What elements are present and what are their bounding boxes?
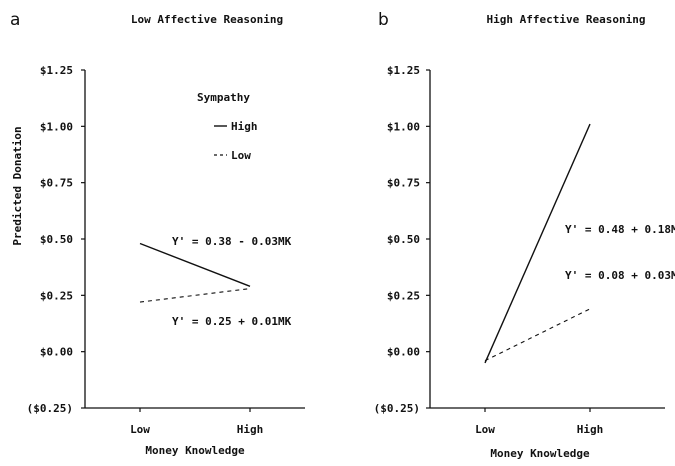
panel-a-letter: a [10, 10, 20, 30]
panel-a-axes: $1.25 $1.00 $0.75 $0.50 $0.25 $0.00 ($0.25) Low… [27, 64, 305, 436]
panel-a-y-tick-label: $0.00 [40, 346, 73, 359]
panel-b-equation-high: Y' = 0.48 + 0.18MK [565, 223, 675, 236]
panel-b-y-tick-label: $0.25 [387, 289, 420, 302]
panel-b-y-tick-label: $0.00 [387, 346, 420, 359]
panel-a-y-tick-label: ($0.25) [27, 402, 73, 415]
panel-b-axes: $1.25 $1.00 $0.75 $0.50 $0.25 $0.00 ($0.25) Low… [374, 64, 665, 436]
panel-b-series-low-line [484, 308, 591, 362]
panel-a-series-high-line [139, 242, 251, 287]
panel-b-lines [484, 123, 591, 364]
panel-a: a Low Affective Reasoning Predicted Dona… [10, 10, 305, 457]
panel-a-title: Low Affective Reasoning [131, 13, 283, 26]
panel-a-x-tick-label: High [237, 423, 264, 436]
panel-b-x-axis-label: Money Knowledge [490, 447, 590, 460]
panel-b-series-high-line [484, 123, 591, 364]
panel-b: b High Affective Reasoning Money Knowled… [374, 10, 675, 460]
panel-a-x-tick-label: Low [130, 423, 150, 436]
panel-a-y-tick-label: $0.75 [40, 177, 73, 190]
panel-b-equation-low: Y' = 0.08 + 0.03MK [565, 269, 675, 282]
panel-a-y-tick-label: $0.50 [40, 233, 73, 246]
panel-a-y-axis-label: Predicted Donation [11, 126, 24, 245]
panel-b-y-tick-label: $0.75 [387, 177, 420, 190]
panel-b-y-tick-label: $1.00 [387, 120, 420, 133]
panel-a-x-axis-label: Money Knowledge [145, 444, 245, 457]
panel-a-series-low-line [139, 288, 251, 303]
panel-a-equation-high: Y' = 0.38 - 0.03MK [172, 235, 292, 248]
legend-high-label: High [231, 120, 258, 133]
panel-b-x-tick-label: Low [475, 423, 495, 436]
legend-title: Sympathy [197, 91, 250, 104]
panel-a-y-tick-label: $0.25 [40, 289, 73, 302]
panel-a-equation-low: Y' = 0.25 + 0.01MK [172, 315, 292, 328]
panel-b-title: High Affective Reasoning [487, 13, 646, 26]
panel-b-y-tick-label: ($0.25) [374, 402, 420, 415]
panel-a-lines [139, 242, 251, 303]
panel-a-y-tick-label: $1.25 [40, 64, 73, 77]
panel-b-x-tick-label: High [577, 423, 604, 436]
legend-low-label: Low [231, 149, 251, 162]
panel-b-letter: b [378, 10, 389, 30]
panel-a-legend: Sympathy High Low [197, 91, 258, 162]
panel-a-y-tick-label: $1.00 [40, 120, 73, 133]
panel-b-y-tick-label: $1.25 [387, 64, 420, 77]
panel-b-y-tick-label: $0.50 [387, 233, 420, 246]
